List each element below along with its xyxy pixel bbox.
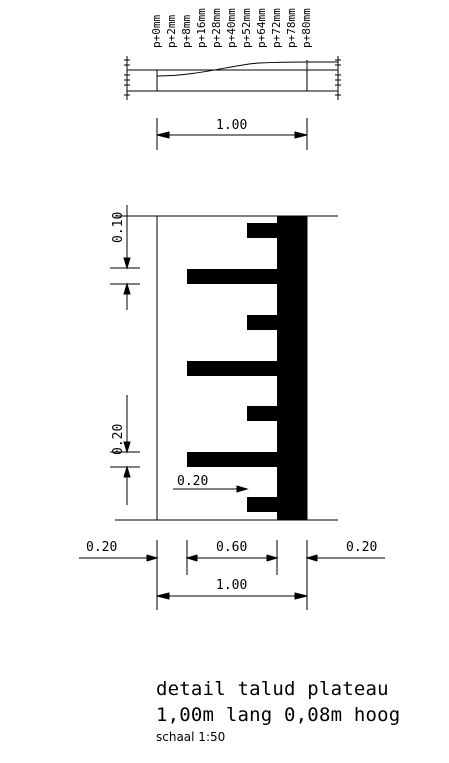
bottom-right-label: 0.20 [346,540,377,555]
caption-scale: schaal 1:50 [156,730,226,744]
bottom-dimension-row [79,540,385,610]
caption-block: detail talud plateau 1,00m lang 0,08m ho… [156,676,400,746]
dim-inner-label: 0.20 [177,474,208,489]
profile-label: p+64mm [255,8,268,48]
profile-dimension [156,118,308,150]
comb-tooth-short [247,406,277,421]
profile-label: p+2mm [165,15,178,48]
bottom-mid-label: 0.60 [216,540,247,555]
bottom-left-label: 0.20 [86,540,117,555]
profile-label: p+16mm [195,8,208,48]
comb-tooth-long [187,269,277,284]
profile-label: p+40mm [225,8,238,48]
profile-ramp-curve [156,61,308,77]
caption-subtitle: 1,00m lang 0,08m hoog [156,704,401,726]
profile-end-hatch [124,59,341,96]
comb-tooth-short [247,497,277,512]
comb-spine [277,216,307,520]
dim-mid-gap-label: 0.20 [111,424,126,455]
profile-label: p+0mm [150,15,163,48]
profile-dim-label: 1.00 [216,118,247,133]
profile-label: p+72mm [270,8,283,48]
profile-view [124,56,341,100]
dim-top-gap-label: 0.10 [111,212,126,243]
profile-labels: p+0mm p+2mm p+8mm p+16mm p+28mm p+40mm p… [150,8,313,48]
profile-label: p+28mm [210,8,223,48]
comb-tooth-long [187,361,277,376]
vertical-dimensions [110,205,140,505]
inner-dimension [173,485,249,493]
comb-tooth-long [187,452,277,467]
bottom-total-label: 1.00 [216,578,247,593]
comb-shape [187,216,307,520]
profile-label: p+8mm [180,15,193,48]
comb-tooth-short [247,223,277,238]
profile-label: p+78mm [285,8,298,48]
caption-title: detail talud plateau [156,678,389,700]
profile-label: p+80mm [300,8,313,48]
profile-label: p+52mm [240,8,253,48]
comb-tooth-short [247,315,277,330]
